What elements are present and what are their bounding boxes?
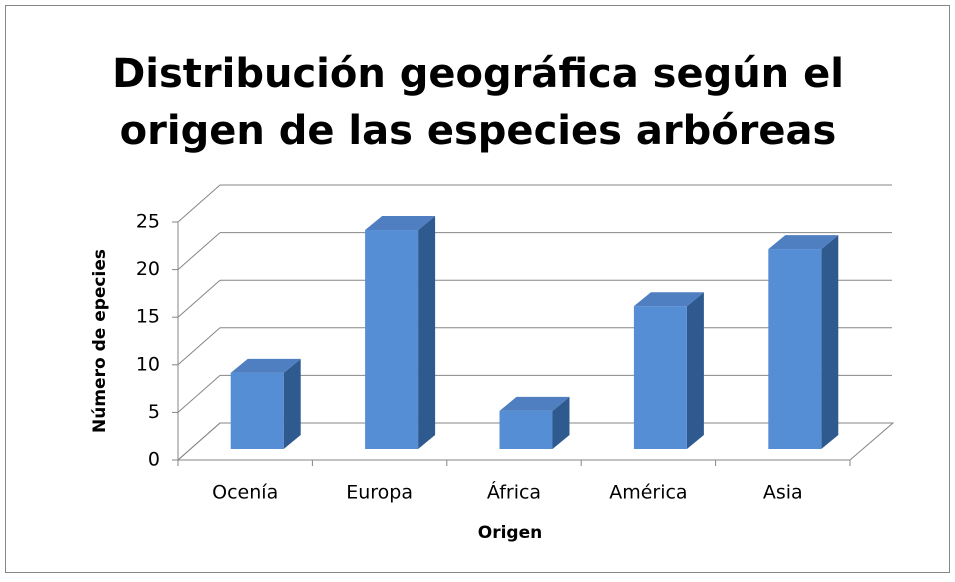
x-tick-label: Europa <box>346 482 413 504</box>
grid-line <box>177 327 221 366</box>
bar-top <box>499 396 570 411</box>
grid-line <box>177 184 221 223</box>
y-tick-label: 0 <box>148 449 160 471</box>
x-tick-label: Ocenía <box>212 482 278 504</box>
x-axis-label: Origen <box>478 523 542 543</box>
bar <box>768 249 822 449</box>
grid-line <box>177 422 221 461</box>
y-tick-label: 25 <box>136 211 160 233</box>
bar-side <box>552 396 570 449</box>
grid-line <box>177 279 221 318</box>
y-tick-label: 15 <box>136 306 160 328</box>
bar-top <box>633 292 704 307</box>
bar-side <box>418 216 436 449</box>
y-axis-label: Número de epecies <box>90 249 110 433</box>
x-tick-label: África <box>487 481 541 504</box>
bar-side <box>283 358 301 449</box>
bar <box>230 372 284 449</box>
bar-side <box>821 235 839 449</box>
bar <box>633 306 687 449</box>
x-tick-label: América <box>609 482 687 504</box>
y-tick-label: 5 <box>148 401 160 423</box>
bar-side <box>686 292 704 449</box>
grid-line <box>177 375 221 413</box>
bar-top <box>768 235 839 250</box>
bar <box>499 410 553 449</box>
x-tick-label: Asia <box>763 482 803 504</box>
chart-title: origen de las especies arbóreas <box>120 108 837 154</box>
y-tick-label: 20 <box>136 258 160 280</box>
bar <box>365 230 419 449</box>
y-tick-label: 10 <box>136 353 160 375</box>
chart-title: Distribución geográfica según el <box>112 51 844 97</box>
grid-line <box>177 232 221 270</box>
bar-top <box>230 358 301 373</box>
bar-top <box>365 216 436 231</box>
